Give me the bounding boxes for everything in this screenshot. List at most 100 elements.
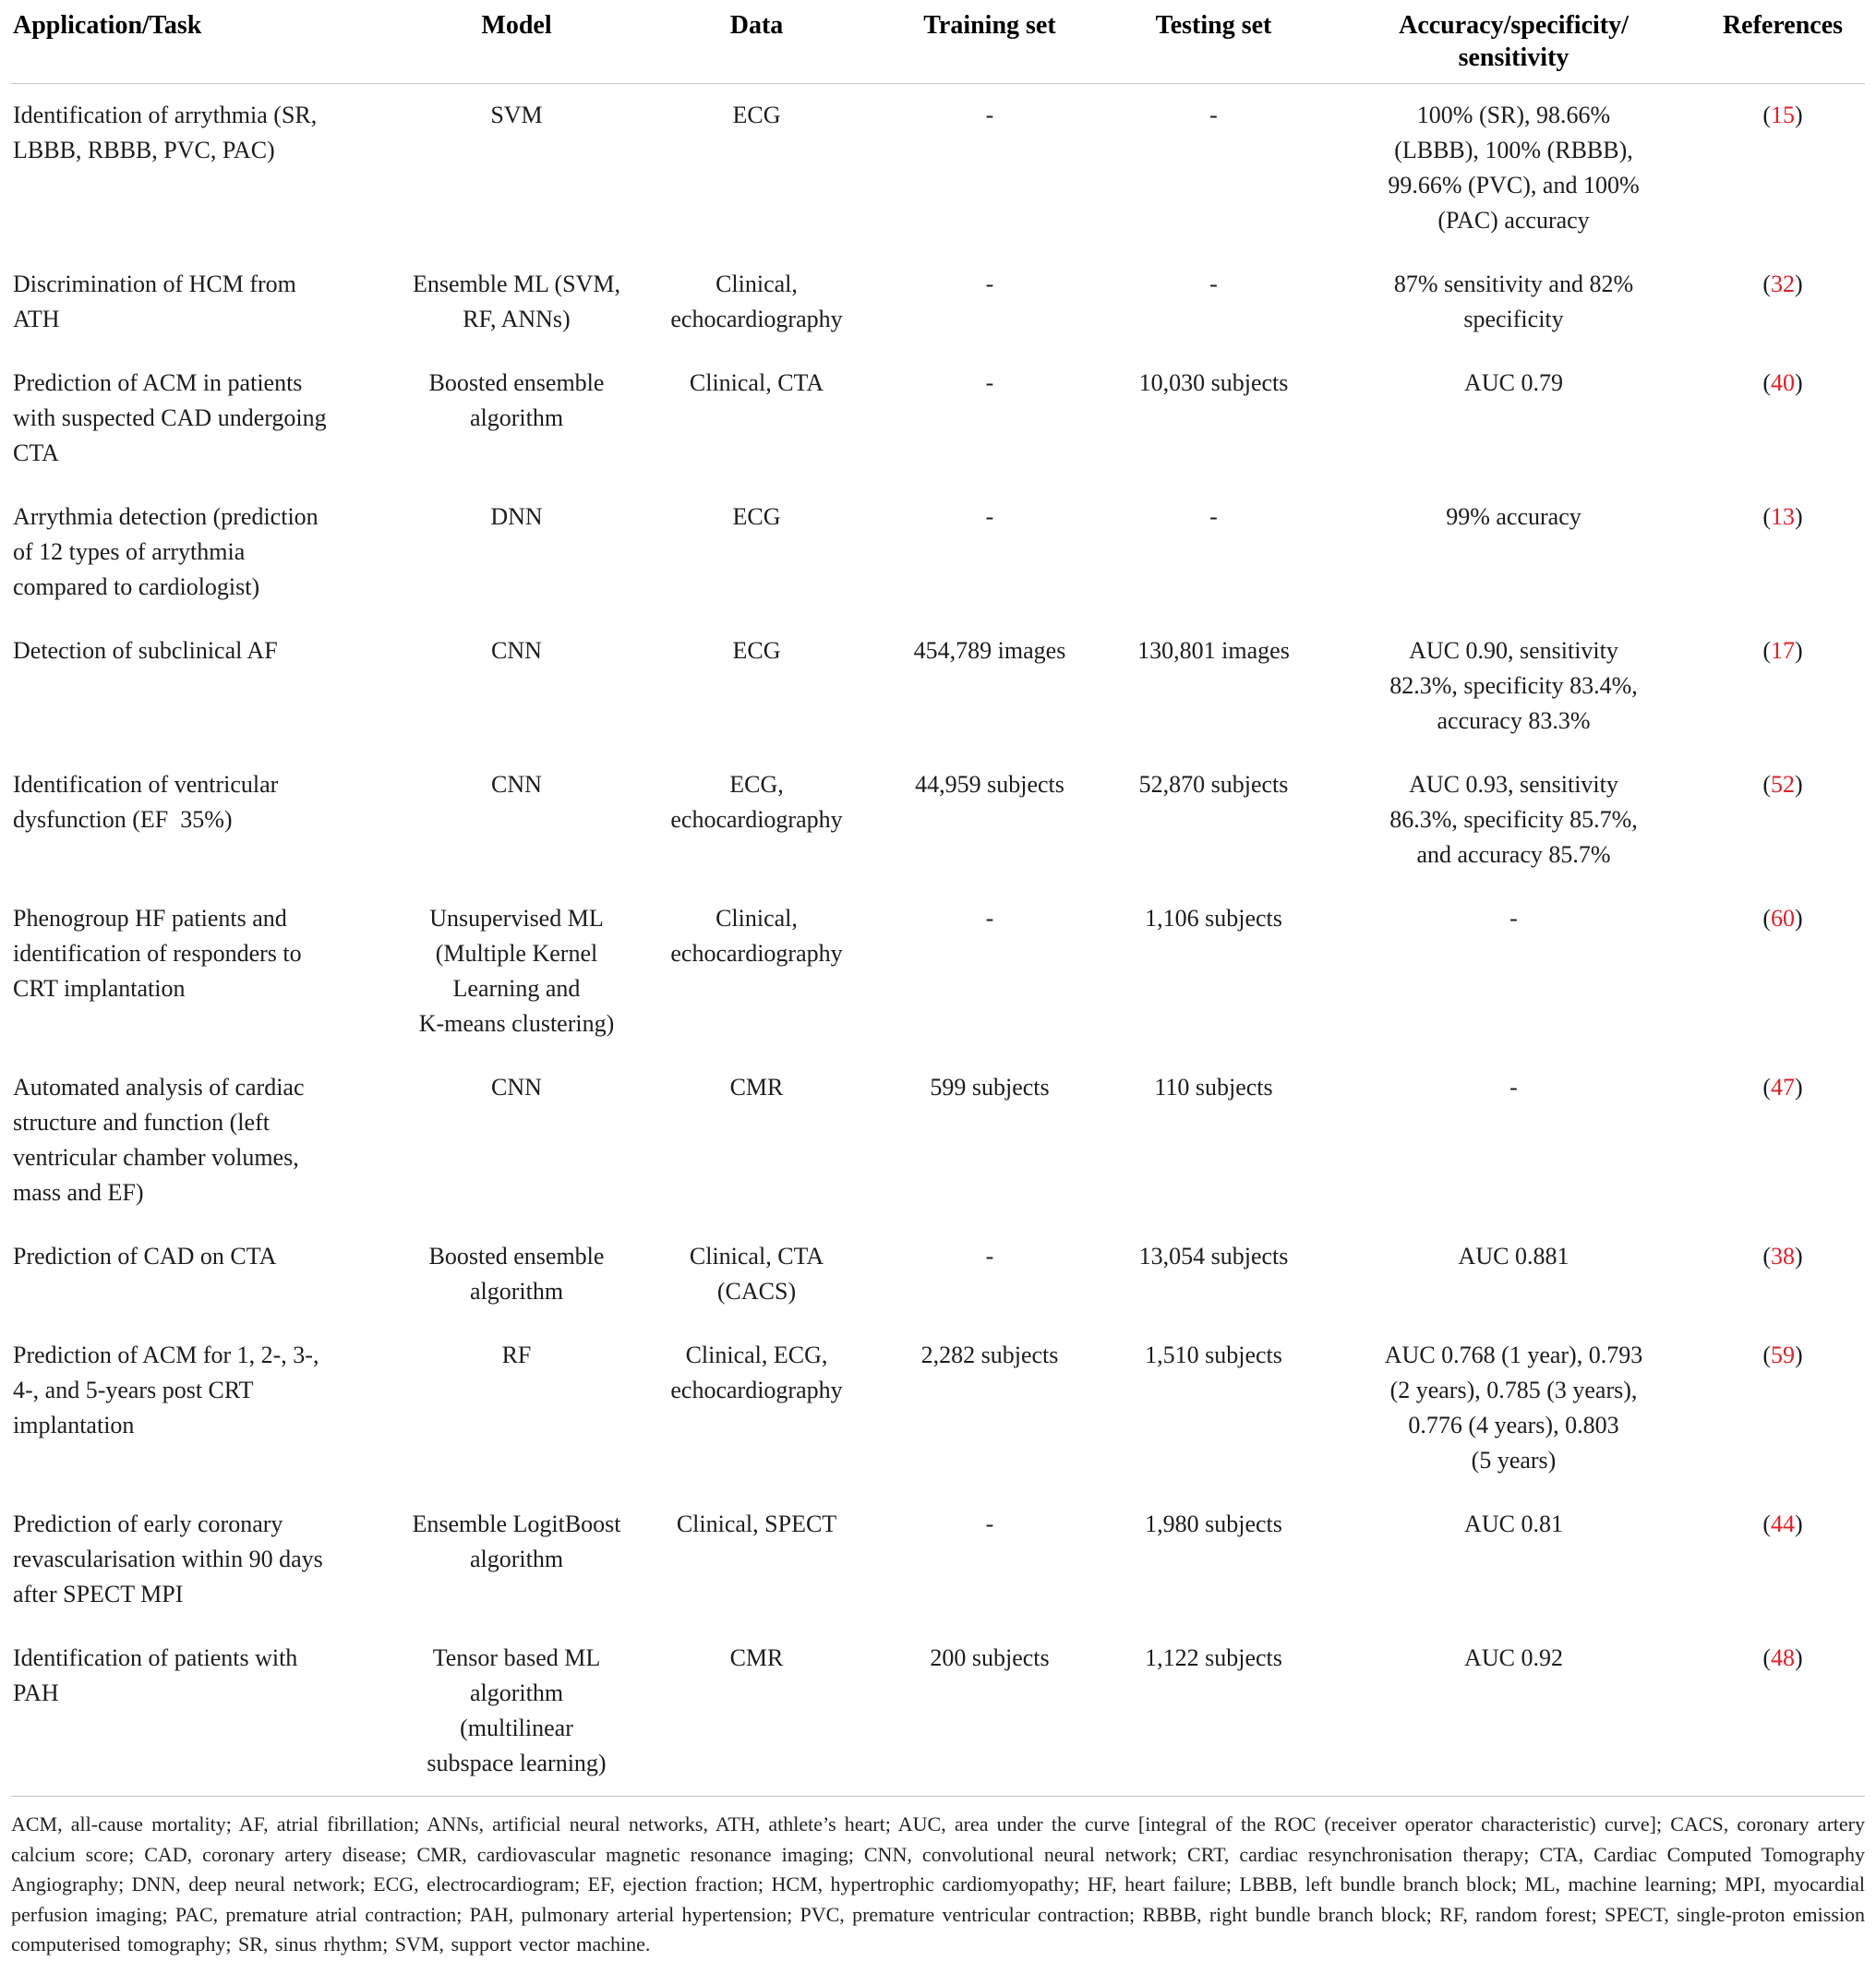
reference-link[interactable]: 38 <box>1771 1243 1795 1270</box>
table-row: Prediction of early coronary revasculari… <box>11 1493 1865 1627</box>
reference-link[interactable]: 60 <box>1771 905 1795 932</box>
model-cell: CNN <box>491 1074 542 1101</box>
training-cell: - <box>985 905 994 932</box>
training-cell: - <box>985 369 994 396</box>
reference-cell: (15) <box>1701 84 1865 254</box>
accuracy-cell: AUC 0.90, sensitivity 82.3%, specificity… <box>1389 637 1638 734</box>
reference-paren-open: ( <box>1762 1074 1771 1101</box>
data-cell: ECG <box>732 637 781 664</box>
table-row: Identification of patients with PAH Tenso… <box>11 1627 1865 1797</box>
reference-link[interactable]: 40 <box>1771 369 1795 396</box>
reference-link[interactable]: 44 <box>1771 1511 1795 1537</box>
reference-cell: (40) <box>1701 352 1865 486</box>
testing-cell: 10,030 subjects <box>1138 369 1289 396</box>
training-cell: - <box>985 271 994 297</box>
testing-cell: - <box>1209 503 1218 530</box>
reference-cell: (38) <box>1701 1225 1865 1324</box>
table-row: Arrythmia detection (prediction of 12 ty… <box>11 486 1865 620</box>
reference-paren-close: ) <box>1795 1074 1803 1101</box>
data-cell: CMR <box>634 1627 879 1797</box>
model-cell: Boosted ensemble algorithm <box>428 369 605 431</box>
reference-link[interactable]: 32 <box>1771 271 1795 297</box>
table-body: Identification of arrythmia (SR, LBBB, R… <box>11 84 1865 1797</box>
testing-cell: 52,870 subjects <box>1138 771 1289 798</box>
reference-paren-open: ( <box>1762 905 1771 932</box>
testing-cell: 1,122 subjects <box>1100 1627 1327 1797</box>
reference-link[interactable]: 52 <box>1771 771 1795 798</box>
model-cell: Tensor based ML algorithm (multilinear s… <box>399 1627 634 1797</box>
data-cell: ECG, echocardiography <box>670 771 843 833</box>
column-header-accuracy: Accuracy/specificity/ sensitivity <box>1327 6 1701 84</box>
reference-cell: (59) <box>1701 1324 1865 1493</box>
reference-paren-close: ) <box>1795 771 1803 798</box>
reference-paren-open: ( <box>1762 271 1771 297</box>
training-cell: 200 subjects <box>879 1627 1100 1797</box>
training-cell: 44,959 subjects <box>915 771 1064 798</box>
accuracy-cell: AUC 0.79 <box>1464 369 1563 396</box>
application-cell: Prediction of CAD on CTA <box>13 1243 277 1270</box>
model-cell: Boosted ensemble algorithm <box>428 1243 605 1305</box>
model-cell: DNN <box>490 503 543 530</box>
reference-link[interactable]: 59 <box>1771 1342 1795 1368</box>
table-row: Prediction of ACM in patients with suspe… <box>11 352 1865 486</box>
reference-cell: (32) <box>1701 253 1865 352</box>
application-cell: Discrimination of HCM from ATH <box>13 271 296 332</box>
reference-cell: (52) <box>1701 753 1865 887</box>
reference-cell: (44) <box>1701 1493 1865 1627</box>
ml-applications-table: Application/Task Model Data Training set Tes… <box>11 6 1865 1797</box>
reference-paren-open: ( <box>1762 1243 1771 1270</box>
table-row: Identification of ventricular dysfunctio… <box>11 753 1865 887</box>
table-row: Discrimination of HCM from ATH Ensemble M… <box>11 253 1865 352</box>
data-cell: Clinical, CTA <box>689 369 824 396</box>
data-cell: Clinical, SPECT <box>676 1511 837 1537</box>
accuracy-cell: AUC 0.768 (1 year), 0.793 (2 years), 0.7… <box>1384 1342 1643 1474</box>
application-cell: Identification of patients with PAH <box>11 1627 399 1797</box>
reference-paren-close: ) <box>1795 503 1803 530</box>
application-cell: Prediction of ACM in patients with suspe… <box>13 369 327 466</box>
reference-cell: (48) <box>1701 1627 1865 1797</box>
column-header-model: Model <box>399 6 634 84</box>
reference-link[interactable]: 15 <box>1771 102 1795 128</box>
table-header-row: Application/Task Model Data Training set Tes… <box>11 6 1865 84</box>
training-cell: - <box>985 503 994 530</box>
testing-cell: - <box>1209 271 1218 297</box>
application-cell: Detection of subclinical AF <box>13 637 278 664</box>
reference-link[interactable]: 47 <box>1771 1074 1795 1101</box>
data-cell: Clinical, echocardiography <box>670 905 843 967</box>
table-row: Detection of subclinical AF CNN ECG 454,789… <box>11 620 1865 753</box>
reference-link[interactable]: 17 <box>1771 637 1795 664</box>
reference-link[interactable]: 48 <box>1771 1644 1795 1671</box>
application-cell: Identification of arrythmia (SR, LBBB, R… <box>13 102 318 163</box>
table-row: Prediction of ACM for 1, 2-, 3-, 4-, and… <box>11 1324 1865 1493</box>
reference-link[interactable]: 13 <box>1771 503 1795 530</box>
training-cell: - <box>985 1243 994 1270</box>
testing-cell: 1,106 subjects <box>1145 905 1282 932</box>
accuracy-cell: AUC 0.93, sensitivity 86.3%, specificity… <box>1389 771 1638 868</box>
table-row: Identification of arrythmia (SR, LBBB, R… <box>11 84 1865 254</box>
testing-cell: 1,510 subjects <box>1145 1342 1282 1368</box>
data-cell: ECG <box>732 503 781 530</box>
data-cell: Clinical, CTA (CACS) <box>689 1243 824 1305</box>
column-header-data: Data <box>634 6 879 84</box>
model-cell: CNN <box>491 771 542 798</box>
data-cell: ECG <box>732 102 781 128</box>
data-cell: CMR <box>729 1074 784 1101</box>
accuracy-cell: - <box>1509 1074 1518 1101</box>
accuracy-cell: 99% accuracy <box>1446 503 1581 530</box>
table-row: Prediction of CAD on CTA Boosted ensemble… <box>11 1225 1865 1324</box>
data-cell: Clinical, ECG, echocardiography <box>670 1342 843 1403</box>
reference-cell: (17) <box>1701 620 1865 753</box>
training-cell: - <box>985 102 994 128</box>
table-row: Phenogroup HF patients and identificatio… <box>11 887 1865 1056</box>
testing-cell: 1,980 subjects <box>1145 1511 1282 1537</box>
reference-paren-open: ( <box>1762 1644 1771 1671</box>
reference-paren-close: ) <box>1795 1511 1803 1537</box>
reference-paren-open: ( <box>1762 369 1771 396</box>
reference-cell: (13) <box>1701 486 1865 620</box>
reference-paren-open: ( <box>1762 1511 1771 1537</box>
training-cell: 2,282 subjects <box>920 1342 1059 1368</box>
model-cell: RF <box>501 1342 532 1368</box>
application-cell: Phenogroup HF patients and identificatio… <box>13 905 302 1002</box>
model-cell: Ensemble ML (SVM, RF, ANNs) <box>412 271 621 332</box>
